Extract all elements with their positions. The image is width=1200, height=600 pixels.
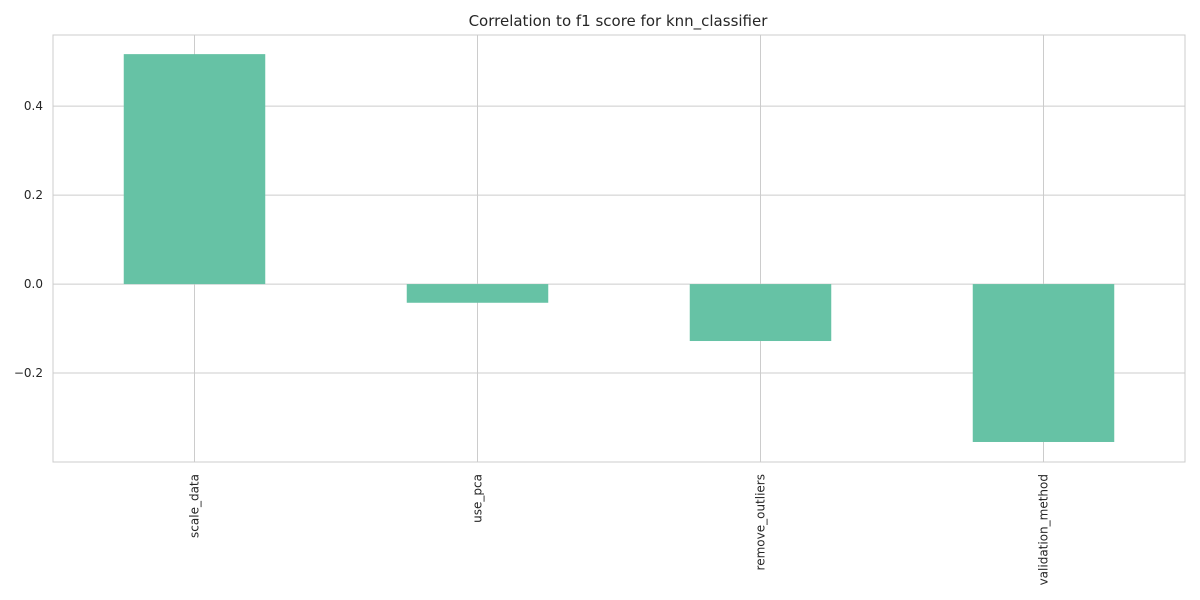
x-tick-label: scale_data xyxy=(188,474,202,538)
bar xyxy=(123,54,266,285)
bars xyxy=(123,54,1115,442)
bar xyxy=(689,284,832,342)
chart-title: Correlation to f1 score for knn_classifi… xyxy=(469,12,769,31)
y-tick-label: 0.2 xyxy=(24,188,43,202)
y-tick-label: 0.0 xyxy=(24,277,43,291)
y-tick-label: 0.4 xyxy=(24,99,43,113)
plot-frame xyxy=(52,34,1186,463)
x-tick-label: validation_method xyxy=(1037,474,1051,585)
y-axis-ticks: 0.4 0.2 0.0 −0.2 xyxy=(14,99,43,380)
bar xyxy=(972,284,1115,442)
x-axis-ticks: scale_data use_pca remove_outliers validati… xyxy=(188,474,1051,585)
bar xyxy=(406,284,549,303)
y-tick-label: −0.2 xyxy=(14,366,43,380)
x-tick-label: remove_outliers xyxy=(754,474,768,570)
x-tick-label: use_pca xyxy=(471,474,485,523)
